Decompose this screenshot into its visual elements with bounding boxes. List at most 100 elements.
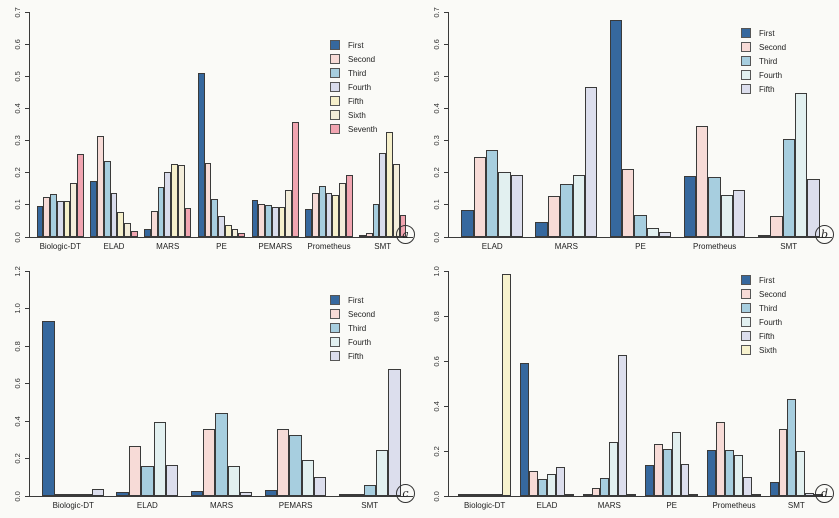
x-category-label: ELAD <box>136 501 158 510</box>
plot-area: 0.0 0.1 0.2 0.3 0.4 0.5 0.6 0.7 <box>13 7 413 242</box>
plot-area: 0.0 0.2 0.4 0.6 0.8 1.0 <box>432 266 832 501</box>
y-axis-line <box>29 271 30 496</box>
bar-fifth-pemars <box>278 207 286 237</box>
y-tick <box>25 204 29 206</box>
y-tick-label: 0.2 <box>432 445 441 457</box>
legend-label: Fifth <box>759 84 775 94</box>
legend-item: Fifth <box>330 94 377 108</box>
bar-second-pemars <box>277 428 290 496</box>
bar-fifth-biologic-dt <box>63 200 71 237</box>
y-tick-label: 0.0 <box>13 490 22 502</box>
x-category-label: Biologic-DT <box>52 501 94 510</box>
bar-fourth-prometheus <box>325 192 333 237</box>
legend-swatch <box>741 317 751 327</box>
bar-third-biologic-dt <box>475 494 485 496</box>
bar-first-prometheus <box>305 208 313 237</box>
y-tick-label: 0.4 <box>432 400 441 412</box>
bar-fourth-smt <box>379 152 387 237</box>
bar-third-elad <box>103 160 111 237</box>
x-category-label: ELAD <box>103 242 125 251</box>
bar-first-elad <box>90 181 98 237</box>
legend-item: First <box>330 293 375 307</box>
legend-item: Third <box>741 54 786 68</box>
legend-swatch <box>330 82 340 92</box>
bar-second-smt <box>778 429 788 496</box>
bar-first-pe <box>609 20 622 237</box>
y-tick <box>444 204 448 206</box>
y-tick-label: 0.3 <box>432 135 441 146</box>
legend-label: Third <box>348 323 367 333</box>
legend-swatch <box>741 84 751 94</box>
bar-fourth-prometheus <box>734 455 743 496</box>
bar-third-pemars <box>289 435 302 496</box>
y-tick <box>25 43 29 45</box>
y-tick-label: 0.1 <box>432 199 441 211</box>
bar-third-prometheus <box>725 449 734 496</box>
legend-label: Fifth <box>759 331 775 341</box>
y-axis-line <box>448 12 449 237</box>
bar-first-prometheus <box>707 449 717 496</box>
legend-item: Third <box>741 301 786 315</box>
panel-letter: d <box>815 484 834 503</box>
y-tick <box>25 11 29 13</box>
bar-group <box>707 271 761 496</box>
bar-fifth-smt <box>807 179 820 237</box>
x-category-label: MARS <box>597 501 621 510</box>
y-tick-label: 0.7 <box>13 6 22 18</box>
y-tick <box>444 450 448 452</box>
y-tick <box>25 107 29 109</box>
legend-swatch <box>330 40 340 50</box>
bar-third-smt <box>372 203 380 237</box>
y-tick <box>25 140 29 142</box>
y-tick <box>444 270 448 272</box>
y-tick-label: 0.5 <box>13 71 22 82</box>
bar-first-smt <box>769 481 779 496</box>
bar-fifth-biologic-dt <box>91 488 105 496</box>
bar-group <box>461 12 524 237</box>
bar-seventh-pe <box>238 232 245 237</box>
bar-fourth-mars <box>227 466 240 496</box>
bar-fourth-pe <box>671 432 681 496</box>
legend-swatch <box>330 295 340 305</box>
bar-group <box>582 271 637 496</box>
panel-letter: b <box>815 225 834 244</box>
bar-sixth-pe <box>231 228 239 237</box>
legend: First Second Third Fourth Fifth <box>330 293 375 363</box>
legend-item: Second <box>741 40 786 54</box>
bar-groups <box>30 12 413 237</box>
bar-fifth-smt <box>386 131 393 237</box>
bar-first-biologic-dt <box>42 320 55 496</box>
bar-group <box>305 12 353 237</box>
legend-item: Sixth <box>741 343 786 357</box>
y-tick <box>25 236 29 238</box>
bar-first-biologic-dt <box>457 494 467 496</box>
legend-label: Sixth <box>759 345 777 355</box>
bar-second-smt <box>351 493 364 496</box>
bar-fourth-prometheus <box>720 195 734 237</box>
legend-label: Third <box>759 56 778 66</box>
bar-fourth-smt <box>794 93 808 237</box>
x-baseline <box>448 496 832 497</box>
bar-second-pe <box>621 168 635 237</box>
bar-first-pemars <box>264 490 278 496</box>
bar-second-smt <box>365 232 373 237</box>
bar-seventh-biologic-dt <box>77 153 84 237</box>
x-category-label: Biologic-DT <box>463 501 506 510</box>
bar-first-biologic-dt <box>36 206 44 237</box>
bar-group <box>520 271 574 496</box>
bar-third-prometheus <box>708 176 721 237</box>
bar-third-biologic-dt <box>67 494 80 496</box>
bar-sixth-smt <box>392 163 400 237</box>
legend-item: Seventh <box>330 122 377 136</box>
bar-fourth-smt <box>796 451 806 496</box>
legend-item: Fifth <box>330 349 375 363</box>
legend-swatch <box>330 323 340 333</box>
bar-second-elad <box>529 470 539 496</box>
bar-second-elad <box>473 157 487 237</box>
bar-fourth-mars <box>164 171 172 237</box>
bar-fifth-pe <box>680 463 690 496</box>
legend-item: First <box>741 26 786 40</box>
y-tick-label: 0.2 <box>13 453 22 464</box>
y-tick <box>444 107 448 109</box>
y-tick <box>25 345 29 347</box>
